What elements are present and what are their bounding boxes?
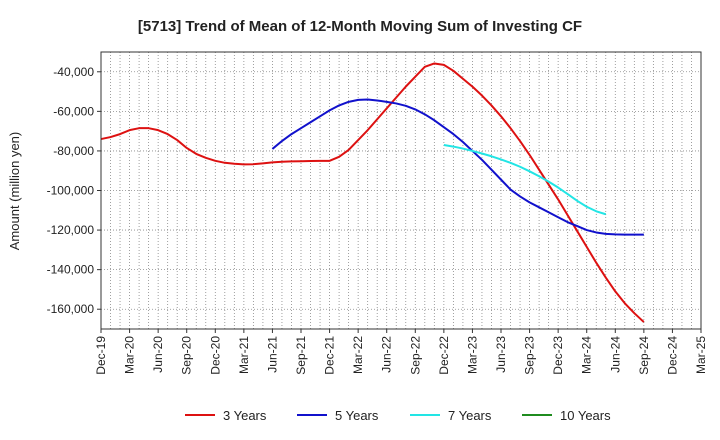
x-tick-label: Sep-23 [523, 336, 537, 375]
y-tick-label: -140,000 [47, 263, 95, 277]
x-tick-label: Dec-19 [94, 336, 108, 375]
legend-label-7-years: 7 Years [448, 408, 492, 423]
y-tick-label: -120,000 [47, 223, 95, 237]
chart-title: [5713] Trend of Mean of 12-Month Moving … [138, 18, 582, 35]
x-tick-label: Mar-20 [123, 336, 137, 374]
x-tick-label: Jun-20 [151, 336, 165, 373]
y-tick-label: -40,000 [53, 65, 94, 79]
x-tick-label: Mar-23 [465, 336, 479, 374]
x-tick-label: Mar-21 [237, 336, 251, 374]
legend-label-5-years: 5 Years [335, 408, 379, 423]
legend-label-10-years: 10 Years [560, 408, 611, 423]
x-tick-label: Mar-25 [694, 336, 708, 374]
x-tick-label: Dec-24 [665, 336, 679, 375]
series-line-7-years [443, 144, 607, 216]
y-tick-label: -60,000 [53, 104, 94, 118]
series-lines [100, 62, 645, 323]
y-tick-label: -100,000 [47, 184, 95, 198]
x-tick-label: Dec-21 [323, 336, 337, 375]
y-axis-label: Amount (million yen) [7, 132, 22, 251]
plot-frame [100, 51, 702, 330]
series-line-5-years [271, 98, 644, 236]
x-tick-label: Mar-22 [351, 336, 365, 374]
x-tick-label: Sep-22 [408, 336, 422, 375]
x-tick-label: Sep-21 [294, 336, 308, 375]
legend-label-3-years: 3 Years [223, 408, 267, 423]
x-tick-label: Mar-24 [580, 336, 594, 374]
x-tick-label: Sep-24 [637, 336, 651, 375]
x-tick-label: Dec-20 [208, 336, 222, 375]
x-tick-label: Dec-22 [437, 336, 451, 375]
y-axis-ticks: -40,000 -60,000 -80,000 -100,000 -120,000 -14… [47, 65, 101, 316]
legend: 3 Years 5 Years 7 Years 10 Years [185, 408, 611, 423]
y-tick-label: -80,000 [53, 144, 94, 158]
y-tick-label: -160,000 [47, 302, 95, 316]
x-axis-ticks: Dec-19 Mar-20 Jun-20 Sep-20 Dec-20 Mar-21 Jun-… [94, 329, 708, 375]
x-tick-label: Jun-24 [608, 336, 622, 373]
x-tick-label: Dec-23 [551, 336, 565, 375]
x-tick-label: Sep-20 [180, 336, 194, 375]
series-line-3-years [100, 62, 645, 323]
x-tick-label: Jun-21 [265, 336, 279, 373]
x-tick-label: Jun-23 [494, 336, 508, 373]
x-tick-label: Jun-22 [380, 336, 394, 373]
